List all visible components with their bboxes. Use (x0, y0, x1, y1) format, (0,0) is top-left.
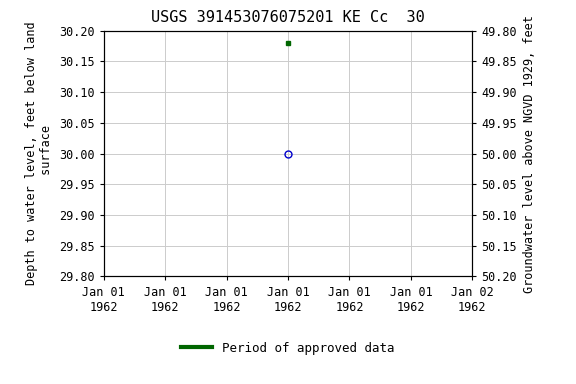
Y-axis label: Groundwater level above NGVD 1929, feet: Groundwater level above NGVD 1929, feet (522, 15, 536, 293)
Y-axis label: Depth to water level, feet below land
 surface: Depth to water level, feet below land su… (25, 22, 54, 285)
Legend: Period of approved data: Period of approved data (176, 337, 400, 360)
Title: USGS 391453076075201 KE Cc  30: USGS 391453076075201 KE Cc 30 (151, 10, 425, 25)
